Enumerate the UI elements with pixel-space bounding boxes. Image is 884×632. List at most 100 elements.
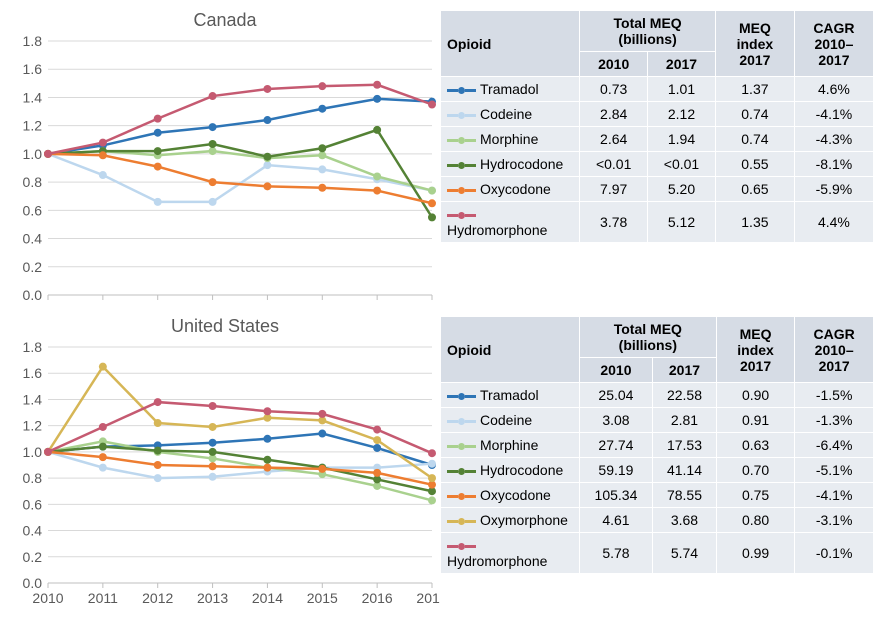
cell-2017: 5.20 [648, 177, 716, 202]
cell-2010: 2.64 [580, 127, 648, 152]
cell-index: 0.74 [715, 102, 794, 127]
cell-2017: 17.53 [653, 433, 717, 458]
cell-2017: 3.68 [653, 508, 717, 533]
series-marker [373, 469, 381, 477]
series-marker [428, 187, 436, 195]
cell-cagr: -6.4% [795, 433, 874, 458]
series-marker [428, 496, 436, 504]
y-tick-label: 0.0 [23, 575, 43, 591]
series-marker [318, 105, 326, 113]
series-marker [154, 447, 162, 455]
series-marker [99, 363, 107, 371]
cell-2017: 2.12 [648, 102, 716, 127]
cell-cagr: 4.6% [794, 77, 873, 102]
legend-swatch [447, 443, 476, 450]
series-marker [373, 126, 381, 134]
cell-index: 0.75 [716, 483, 794, 508]
col-header-index: MEQindex 2017 [716, 317, 794, 383]
legend-swatch [447, 187, 476, 194]
opioid-name: Oxymorphone [480, 512, 568, 528]
legend-swatch [447, 518, 476, 525]
line-chart: 0.00.20.40.60.81.01.21.41.61.8 [10, 33, 440, 303]
series-marker [154, 474, 162, 482]
y-tick-label: 0.2 [23, 549, 43, 565]
col-header-2017: 2017 [653, 358, 717, 383]
series-marker [263, 435, 271, 443]
col-header-cagr: CAGR2010–2017 [795, 317, 874, 383]
x-tick-label: 2011 [88, 590, 118, 606]
series-marker [428, 101, 436, 109]
opioid-name: Codeine [480, 106, 532, 122]
cell-2010: 3.08 [579, 408, 652, 433]
series-marker [318, 151, 326, 159]
series-marker [209, 198, 217, 206]
series-marker [318, 165, 326, 173]
series-marker [263, 456, 271, 464]
cell-index: 0.80 [716, 508, 794, 533]
series-marker [209, 462, 217, 470]
cell-index: 0.65 [715, 177, 794, 202]
series-marker [263, 407, 271, 415]
opioid-name: Hydrocodone [480, 156, 563, 172]
col-header-total: Total MEQ (billions) [579, 317, 716, 358]
series-marker [373, 436, 381, 444]
series-marker [373, 426, 381, 434]
opioid-name: Oxycodone [480, 487, 551, 503]
y-tick-label: 1.2 [23, 118, 43, 134]
cell-index: 0.55 [715, 152, 794, 177]
series-marker [209, 92, 217, 100]
col-header-2010: 2010 [579, 358, 652, 383]
table-row: Oxycodone 7.97 5.20 0.65 -5.9% [441, 177, 874, 202]
opioid-table: Opioid Total MEQ (billions) MEQindex 201… [440, 10, 874, 243]
cell-cagr: -0.1% [795, 533, 874, 574]
series-marker [209, 448, 217, 456]
col-header-index: MEQindex 2017 [715, 11, 794, 77]
series-marker [209, 402, 217, 410]
legend-swatch [447, 543, 476, 550]
cell-2017: 1.01 [648, 77, 716, 102]
y-tick-label: 0.4 [23, 523, 43, 539]
series-marker [209, 473, 217, 481]
series-marker [428, 199, 436, 207]
cell-cagr: -5.1% [795, 458, 874, 483]
cell-cagr: -5.9% [794, 177, 873, 202]
cell-2010: 105.34 [579, 483, 652, 508]
cell-2010: 7.97 [580, 177, 648, 202]
y-tick-label: 0.2 [23, 259, 43, 275]
y-tick-label: 1.8 [23, 33, 43, 49]
cell-index: 0.63 [716, 433, 794, 458]
legend-swatch [447, 87, 476, 94]
x-tick-label: 2010 [32, 590, 63, 606]
series-marker [263, 182, 271, 190]
y-tick-label: 0.6 [23, 496, 43, 512]
series-marker [154, 129, 162, 137]
cell-index: 1.37 [715, 77, 794, 102]
series-marker [209, 123, 217, 131]
cell-2010: 25.04 [579, 383, 652, 408]
chart-title: Canada [10, 10, 440, 31]
cell-cagr: -1.3% [795, 408, 874, 433]
col-header-cagr: CAGR2010–2017 [794, 11, 873, 77]
y-tick-label: 0.8 [23, 470, 43, 486]
cell-2017: 41.14 [653, 458, 717, 483]
series-marker [428, 460, 436, 468]
legend-swatch [447, 212, 476, 219]
opioid-name: Tramadol [480, 387, 539, 403]
series-marker [99, 171, 107, 179]
table-row: Codeine 2.84 2.12 0.74 -4.1% [441, 102, 874, 127]
series-marker [99, 443, 107, 451]
series-marker [373, 444, 381, 452]
cell-2017: 78.55 [653, 483, 717, 508]
cell-2017: 5.12 [648, 202, 716, 243]
table-row: Oxymorphone 4.61 3.68 0.80 -3.1% [441, 508, 874, 533]
series-marker [373, 172, 381, 180]
series-marker [154, 115, 162, 123]
cell-index: 1.35 [715, 202, 794, 243]
x-tick-label: 2016 [362, 590, 393, 606]
table-row: Tramadol 0.73 1.01 1.37 4.6% [441, 77, 874, 102]
table-row: Codeine 3.08 2.81 0.91 -1.3% [441, 408, 874, 433]
series-marker [154, 198, 162, 206]
chart-container: United States 0.00.20.40.60.81.01.21.41.… [10, 316, 440, 614]
chart-container: Canada 0.00.20.40.60.81.01.21.41.61.8 [10, 10, 440, 308]
panel-united-states: United States 0.00.20.40.60.81.01.21.41.… [10, 316, 874, 614]
